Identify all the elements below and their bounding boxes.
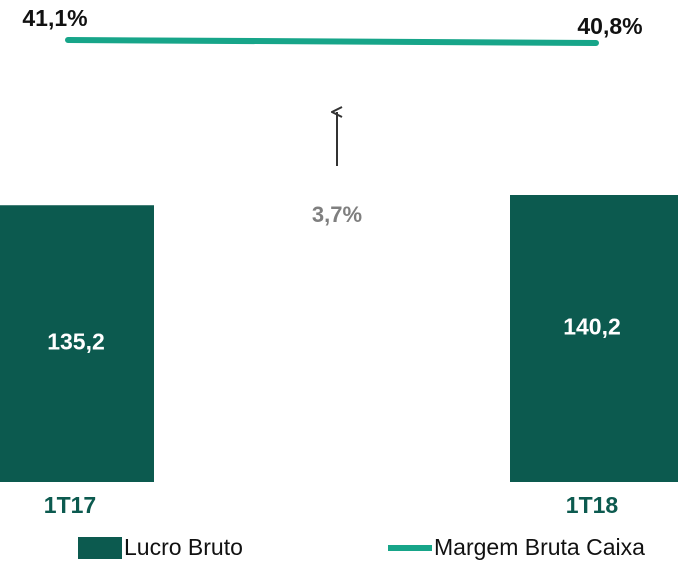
- x-tick-label: 1T17: [44, 492, 96, 518]
- legend-label: Lucro Bruto: [124, 534, 243, 560]
- bar: [0, 205, 154, 482]
- bar: [510, 195, 678, 482]
- data-label: 41,1%: [22, 5, 87, 31]
- annotation: 3,7%: [312, 202, 362, 227]
- legend-label: Margem Bruta Caixa: [434, 534, 645, 560]
- data-label: 140,2: [563, 314, 621, 340]
- data-label: 40,8%: [577, 13, 642, 39]
- data-label: 135,2: [47, 329, 105, 355]
- legend-swatch: [78, 537, 122, 559]
- x-tick-label: 1T18: [566, 492, 619, 518]
- line: [65, 37, 599, 46]
